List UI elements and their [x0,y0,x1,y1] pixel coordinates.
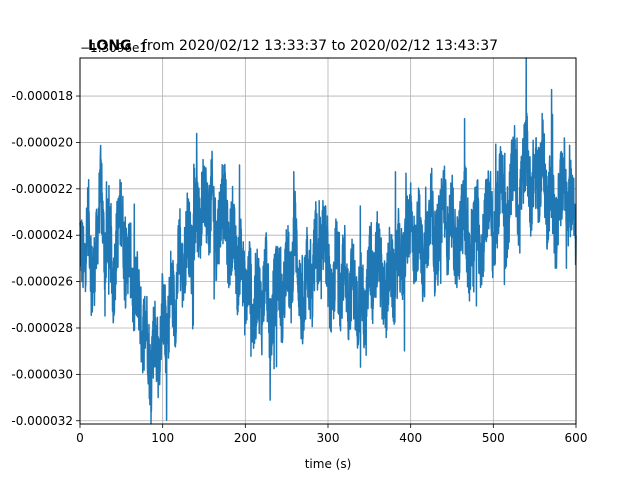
y-tick-label: -0.000026 [11,275,73,289]
y-tick-label: -0.000024 [11,228,73,242]
x-tick-label: 400 [399,431,422,445]
chart-title: LONG from 2020/02/12 13:33:37 to 2020/02… [88,38,498,54]
y-tick-label: -0.000028 [11,321,73,335]
y-offset-text: −1.3096e1 [80,41,147,55]
y-tick-label: -0.000020 [11,135,73,149]
x-tick-label: 300 [317,431,340,445]
x-tick-label: 200 [234,431,257,445]
x-axis-label: time (s) [305,457,352,471]
title-rest: from 2020/02/12 13:33:37 to 2020/02/12 1… [142,38,498,54]
x-tick-label: 100 [151,431,174,445]
y-tick-label: -0.000022 [11,182,73,196]
y-tick-label: -0.000032 [11,414,73,428]
series-layer [79,57,577,425]
x-axis: 0 100 200 300 400 500 600 [76,424,587,445]
y-axis: -0.000032 -0.000030 -0.000028 -0.000026 -0.0… [11,89,80,428]
x-tick-label: 600 [565,431,588,445]
y-tick-label: -0.000030 [11,367,73,381]
x-tick-label: 500 [482,431,505,445]
title-prefix: LONG [88,38,132,54]
y-tick-label: -0.000018 [11,89,73,103]
x-tick-label: 0 [76,431,84,445]
series-line-0 [79,57,577,425]
